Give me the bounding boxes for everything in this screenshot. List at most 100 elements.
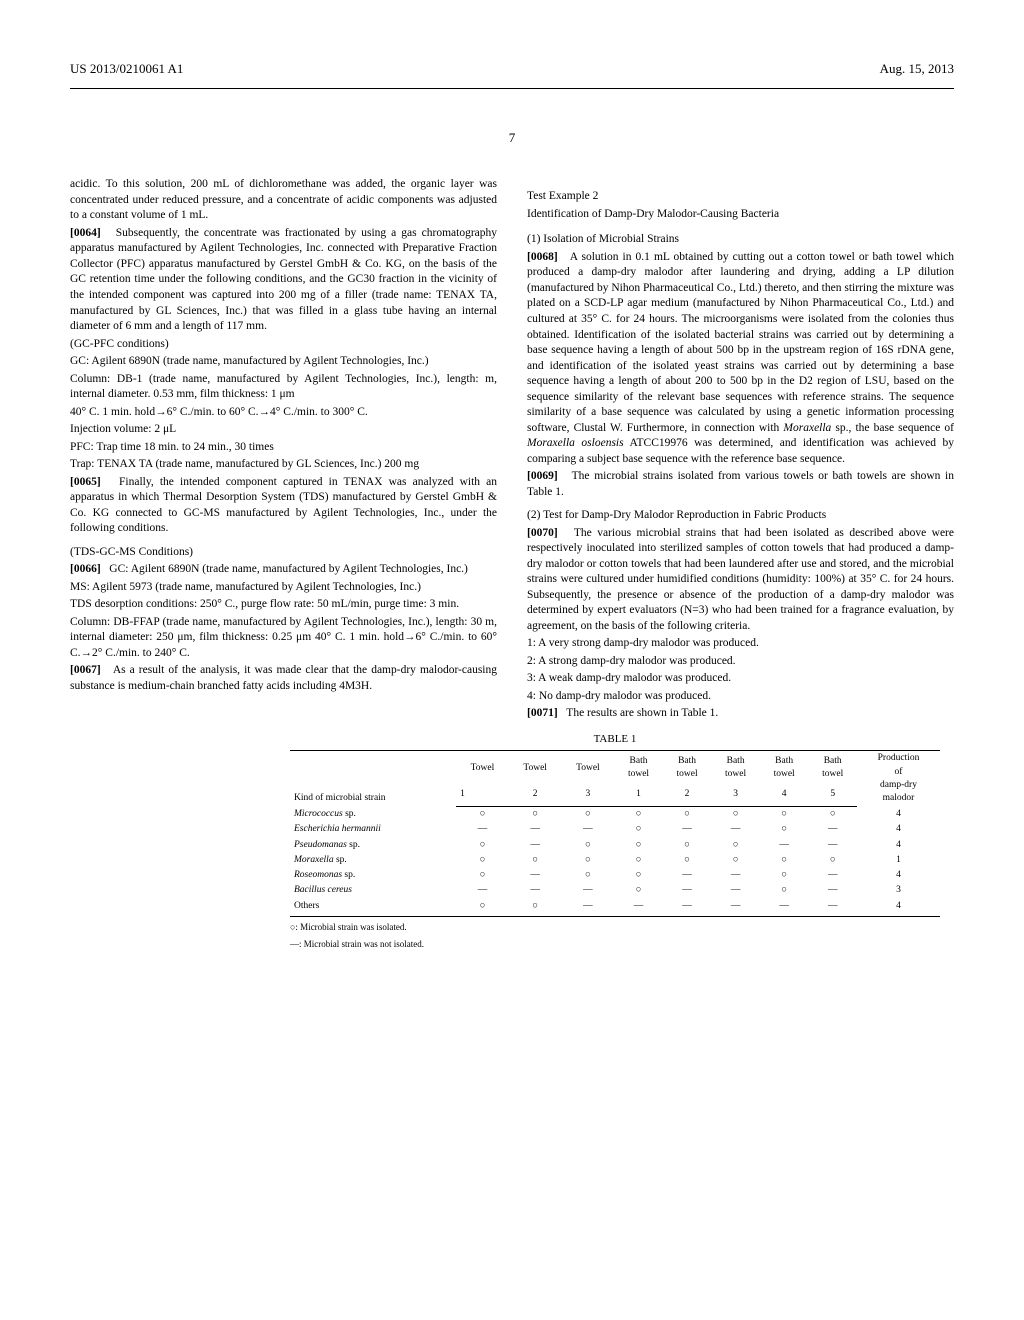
- table-cell: —: [509, 838, 562, 853]
- table-cell: —: [760, 899, 809, 917]
- table-cell: 3: [857, 883, 940, 898]
- para-num: [0067]: [70, 664, 101, 676]
- col-header-num: 1: [614, 785, 663, 806]
- criteria-line: 2: A strong damp-dry malodor was produce…: [527, 654, 954, 670]
- table-cell: ○: [456, 853, 509, 868]
- table-cell: ○: [509, 806, 562, 822]
- col-header-num: 5: [808, 785, 857, 806]
- criteria-line: 1: A very strong damp-dry malodor was pr…: [527, 636, 954, 652]
- col-header: Bathtowel: [808, 751, 857, 786]
- table-row: Roseomonas sp.○—○○——○—4: [290, 868, 940, 883]
- strain-name: Moraxella sp.: [290, 853, 456, 868]
- table-cell: ○: [663, 838, 712, 853]
- strain-name: Roseomonas sp.: [290, 868, 456, 883]
- table-cell: ○: [614, 822, 663, 837]
- condition-label: (GC-PFC conditions): [70, 337, 497, 353]
- condition-label: (TDS-GC-MS Conditions): [70, 545, 497, 561]
- table-cell: —: [711, 822, 760, 837]
- table-row: Moraxella sp.○○○○○○○○1: [290, 853, 940, 868]
- col-header: Kind of microbial strain: [290, 751, 456, 807]
- table-cell: —: [562, 822, 615, 837]
- table-cell: —: [663, 868, 712, 883]
- col-header-num: 2: [509, 785, 562, 806]
- table-cell: ○: [663, 853, 712, 868]
- patent-number: US 2013/0210061 A1: [70, 60, 183, 78]
- col-header-num: 3: [711, 785, 760, 806]
- table-cell: —: [509, 822, 562, 837]
- table-cell: ○: [760, 868, 809, 883]
- content-columns: acidic. To this solution, 200 mL of dich…: [70, 177, 954, 724]
- table-cell: —: [711, 883, 760, 898]
- microbial-strain-table: Kind of microbial strain Towel Towel Tow…: [290, 750, 940, 917]
- test-example-subtitle: Identification of Damp-Dry Malodor-Causi…: [527, 207, 954, 223]
- col-header: Towel: [509, 751, 562, 786]
- table-cell: ○: [509, 853, 562, 868]
- table-cell: ○: [663, 806, 712, 822]
- paragraph: [0068] A solution in 0.1 mL obtained by …: [527, 250, 954, 467]
- table-cell: 1: [857, 853, 940, 868]
- condition-line: Column: DB-FFAP (trade name, manufacture…: [70, 615, 497, 662]
- table-cell: —: [663, 899, 712, 917]
- col-header-num: 2: [663, 785, 712, 806]
- table-cell: ○: [562, 806, 615, 822]
- para-num: [0069]: [527, 470, 558, 482]
- paragraph: [0069] The microbial strains isolated fr…: [527, 469, 954, 500]
- table-cell: —: [808, 899, 857, 917]
- table-cell: ○: [760, 822, 809, 837]
- col-header-num: 1: [456, 785, 509, 806]
- test-example-title: Test Example 2: [527, 189, 954, 205]
- paragraph: acidic. To this solution, 200 mL of dich…: [70, 177, 497, 224]
- patent-date: Aug. 15, 2013: [880, 60, 954, 78]
- col-header: Bathtowel: [711, 751, 760, 786]
- table-cell: —: [808, 822, 857, 837]
- page-number: 7: [70, 129, 954, 147]
- criteria-line: 3: A weak damp-dry malodor was produced.: [527, 671, 954, 687]
- table-row: Bacillus cereus———○——○—3: [290, 883, 940, 898]
- col-header: Towel: [562, 751, 615, 786]
- table-cell: —: [562, 899, 615, 917]
- table-cell: —: [509, 883, 562, 898]
- table-cell: ○: [562, 868, 615, 883]
- col-header: Bathtowel: [663, 751, 712, 786]
- condition-line: MS: Agilent 5973 (trade name, manufactur…: [70, 580, 497, 596]
- table-cell: ○: [456, 838, 509, 853]
- col-header-num: 4: [760, 785, 809, 806]
- condition-line: Trap: TENAX TA (trade name, manufactured…: [70, 457, 497, 473]
- table-cell: 4: [857, 838, 940, 853]
- table-cell: ○: [711, 806, 760, 822]
- condition-line: Column: DB-1 (trade name, manufactured b…: [70, 372, 497, 403]
- table-row: Micrococcus sp.○○○○○○○○4: [290, 806, 940, 822]
- table-row: Pseudomanas sp.○—○○○○——4: [290, 838, 940, 853]
- table-cell: ○: [614, 853, 663, 868]
- subsection-title: (1) Isolation of Microbial Strains: [527, 232, 954, 248]
- table-cell: —: [808, 838, 857, 853]
- table-1-section: TABLE 1 Kind of microbial strain Towel T…: [290, 732, 940, 950]
- criteria-line: 4: No damp-dry malodor was produced.: [527, 689, 954, 705]
- table-cell: ○: [456, 868, 509, 883]
- col-header: Bathtowel: [760, 751, 809, 786]
- right-column: Test Example 2 Identification of Damp-Dr…: [527, 177, 954, 724]
- table-cell: —: [509, 868, 562, 883]
- condition-line: Injection volume: 2 μL: [70, 422, 497, 438]
- condition-line: GC: Agilent 6890N (trade name, manufactu…: [70, 354, 497, 370]
- table-cell: ○: [614, 883, 663, 898]
- table-cell: ○: [562, 838, 615, 853]
- para-num: [0071]: [527, 707, 558, 719]
- para-num: [0066]: [70, 563, 101, 575]
- strain-name: Others: [290, 899, 456, 917]
- table-cell: ○: [760, 853, 809, 868]
- table-note: ○: Microbial strain was isolated.: [290, 921, 940, 934]
- table-cell: —: [562, 883, 615, 898]
- table-cell: —: [711, 868, 760, 883]
- table-cell: ○: [711, 838, 760, 853]
- table-cell: ○: [562, 853, 615, 868]
- table-cell: ○: [614, 806, 663, 822]
- table-cell: ○: [456, 899, 509, 917]
- strain-name: Micrococcus sp.: [290, 806, 456, 822]
- col-header: Bathtowel: [614, 751, 663, 786]
- table-cell: —: [808, 868, 857, 883]
- table-cell: 4: [857, 806, 940, 822]
- col-header: Productionofdamp-drymalodor: [857, 751, 940, 807]
- table-cell: 4: [857, 822, 940, 837]
- strain-name: Escherichia hermannii: [290, 822, 456, 837]
